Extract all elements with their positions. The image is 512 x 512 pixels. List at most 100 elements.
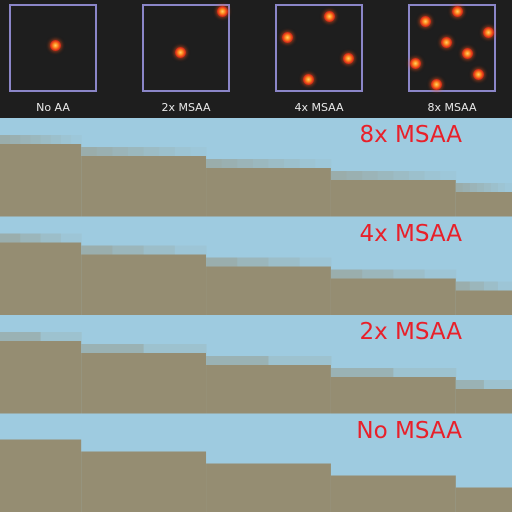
coverage-pixel xyxy=(144,344,207,353)
ground-step xyxy=(0,243,81,316)
coverage-pixel xyxy=(190,147,206,156)
ground-step xyxy=(331,476,456,512)
coverage-pixel xyxy=(41,135,52,144)
ground-step xyxy=(456,389,512,414)
coverage-pixel xyxy=(20,234,41,243)
coverage-pixel xyxy=(175,246,207,255)
coverage-pixel xyxy=(159,147,175,156)
sample-pattern-box xyxy=(275,4,363,92)
edge-comparison-panels: 8x MSAA 4x MSAA 2x MSAA No MSAA xyxy=(0,118,512,512)
coverage-pixel xyxy=(505,183,512,192)
coverage-pixel xyxy=(477,183,485,192)
coverage-pixel xyxy=(347,171,363,180)
ground-step xyxy=(456,291,512,316)
coverage-pixel xyxy=(378,171,394,180)
coverage-pixel xyxy=(97,147,113,156)
coverage-pixel xyxy=(268,258,300,267)
coverage-pixel xyxy=(41,234,62,243)
sample-point xyxy=(452,6,463,17)
panel-label: 2x MSAA xyxy=(359,319,462,345)
sample-point xyxy=(324,11,335,22)
sample-pattern-label: 8x MSAA xyxy=(404,101,500,114)
ground-step xyxy=(456,192,512,217)
sample-point xyxy=(441,37,452,48)
coverage-pixel xyxy=(456,380,485,389)
panel-label: 8x MSAA xyxy=(359,122,462,148)
coverage-pixel xyxy=(300,159,316,168)
coverage-pixel xyxy=(128,147,144,156)
coverage-pixel xyxy=(61,135,72,144)
coverage-pixel xyxy=(268,159,284,168)
sample-point xyxy=(50,40,61,51)
ground-step xyxy=(81,353,206,414)
coverage-pixel xyxy=(206,258,238,267)
ground-step xyxy=(331,279,456,316)
sample-pattern-label: 4x MSAA xyxy=(271,101,367,114)
ground-step xyxy=(0,341,81,414)
ground-step xyxy=(0,440,81,512)
coverage-pixel xyxy=(30,135,41,144)
coverage-pixel xyxy=(206,159,222,168)
coverage-pixel xyxy=(425,171,441,180)
coverage-pixel xyxy=(112,246,144,255)
coverage-pixel xyxy=(456,183,464,192)
sample-point xyxy=(473,69,484,80)
coverage-pixel xyxy=(71,135,82,144)
sample-pattern-box xyxy=(142,4,230,92)
coverage-pixel xyxy=(206,356,269,365)
coverage-pixel xyxy=(237,159,253,168)
ground-step xyxy=(81,255,206,316)
sample-pattern-box xyxy=(408,4,496,92)
coverage-pixel xyxy=(81,147,97,156)
ground-step xyxy=(206,168,331,217)
sample-point xyxy=(175,47,186,58)
coverage-pixel xyxy=(456,282,471,291)
coverage-pixel xyxy=(10,135,21,144)
coverage-pixel xyxy=(393,270,425,279)
ground-step xyxy=(81,452,206,512)
coverage-pixel xyxy=(331,368,394,377)
coverage-pixel xyxy=(81,246,113,255)
coverage-pixel xyxy=(253,159,269,168)
coverage-pixel xyxy=(81,344,144,353)
sample-point xyxy=(420,16,431,27)
ground-step xyxy=(206,365,331,414)
sample-point xyxy=(410,58,421,69)
coverage-pixel xyxy=(393,171,409,180)
coverage-pixel xyxy=(237,258,269,267)
coverage-pixel xyxy=(484,282,499,291)
coverage-pixel xyxy=(268,356,331,365)
coverage-pixel xyxy=(362,270,394,279)
coverage-pixel xyxy=(484,380,512,389)
coverage-pixel xyxy=(0,332,41,341)
sample-point xyxy=(282,32,293,43)
edge-comparison-svg xyxy=(0,118,512,512)
coverage-pixel xyxy=(484,183,492,192)
coverage-pixel xyxy=(300,258,332,267)
coverage-pixel xyxy=(440,171,456,180)
coverage-pixel xyxy=(112,147,128,156)
sample-pattern-box xyxy=(9,4,97,92)
coverage-pixel xyxy=(425,270,457,279)
ground-step xyxy=(331,180,456,217)
coverage-pixel xyxy=(491,183,499,192)
sample-point xyxy=(483,27,494,38)
coverage-pixel xyxy=(51,135,62,144)
coverage-pixel xyxy=(222,159,238,168)
coverage-pixel xyxy=(61,234,82,243)
coverage-pixel xyxy=(409,171,425,180)
sample-point xyxy=(431,79,442,90)
coverage-pixel xyxy=(20,135,31,144)
coverage-pixel xyxy=(175,147,191,156)
sample-point xyxy=(462,48,473,59)
panel-label: No MSAA xyxy=(356,418,462,444)
coverage-pixel xyxy=(284,159,300,168)
coverage-pixel xyxy=(470,282,485,291)
coverage-pixel xyxy=(0,135,11,144)
sample-point xyxy=(217,6,228,17)
ground-step xyxy=(456,488,512,512)
coverage-pixel xyxy=(41,332,82,341)
coverage-pixel xyxy=(0,234,21,243)
ground-step xyxy=(206,464,331,512)
coverage-pixel xyxy=(498,282,512,291)
